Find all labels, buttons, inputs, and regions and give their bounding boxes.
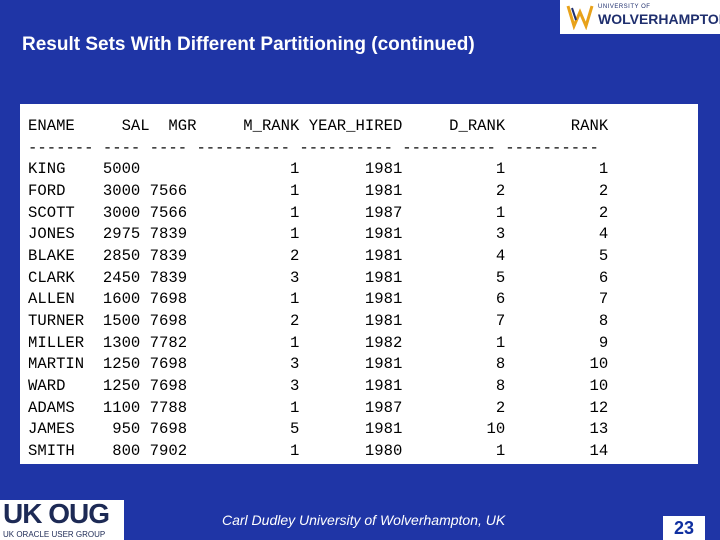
result-row: WARD 1250 7698 3 1981 8 10 bbox=[28, 376, 609, 395]
result-row: ADAMS 1100 7788 1 1987 2 12 bbox=[28, 398, 609, 417]
result-row: BLAKE 2850 7839 2 1981 4 5 bbox=[28, 246, 609, 265]
result-row: CLARK 2450 7839 3 1981 5 6 bbox=[28, 268, 609, 287]
result-set-panel: ENAME SAL MGR M_RANK YEAR_HIRED D_RANK R… bbox=[20, 104, 698, 464]
result-row: JONES 2975 7839 1 1981 3 4 bbox=[28, 225, 609, 244]
result-set-output: ENAME SAL MGR M_RANK YEAR_HIRED D_RANK R… bbox=[28, 116, 608, 463]
wolverhampton-logo-icon bbox=[566, 5, 594, 30]
logo-big-text: WOLVERHAMPTON bbox=[598, 11, 720, 27]
ukoug-logo: UK OUG UK ORACLE USER GROUP bbox=[0, 498, 124, 540]
result-row: SCOTT 3000 7566 1 1987 1 2 bbox=[28, 203, 609, 222]
result-separator-row: ------- ---- ---- ---------- ---------- … bbox=[28, 138, 599, 157]
result-row: MILLER 1300 7782 1 1982 1 9 bbox=[28, 333, 609, 352]
result-header-row: ENAME SAL MGR M_RANK YEAR_HIRED D_RANK R… bbox=[28, 117, 609, 135]
result-row: SMITH 800 7902 1 1980 1 14 bbox=[28, 441, 609, 460]
page-number: 23 bbox=[673, 518, 695, 538]
result-row: KING 5000 1 1981 1 1 bbox=[28, 160, 609, 179]
ukoug-logo-subtitle: UK ORACLE USER GROUP bbox=[3, 530, 106, 539]
result-row: MARTIN 1250 7698 3 1981 8 10 bbox=[28, 355, 609, 374]
author-credit: Carl Dudley University of Wolverhampton,… bbox=[222, 512, 506, 528]
page-number-box: 23 bbox=[663, 516, 705, 540]
result-row: FORD 3000 7566 1 1981 2 2 bbox=[28, 181, 609, 200]
page-title: Result Sets With Different Partitioning … bbox=[22, 34, 475, 55]
university-logo: UNIVERSITY OF WOLVERHAMPTON bbox=[560, 0, 720, 34]
result-row: ALLEN 1600 7698 1 1981 6 7 bbox=[28, 290, 609, 309]
result-row: TURNER 1500 7698 2 1981 7 8 bbox=[28, 311, 609, 330]
logo-small-text: UNIVERSITY OF bbox=[598, 4, 651, 10]
result-row: JAMES 950 7698 5 1981 10 13 bbox=[28, 420, 609, 439]
ukoug-logo-text: UK OUG bbox=[3, 498, 110, 529]
